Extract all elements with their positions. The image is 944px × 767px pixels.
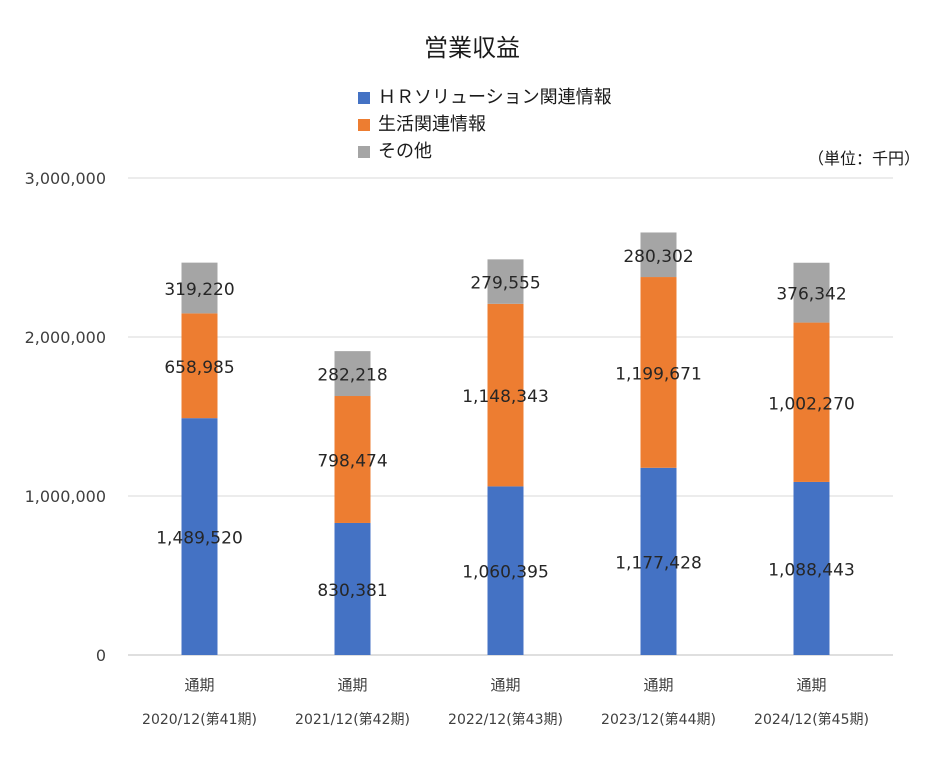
bar-segment [487,259,524,304]
bar-segment [334,396,371,523]
legend-swatch-hr [358,91,370,104]
bar-segment [181,313,218,419]
legend-item-hr: ＨＲソリューション関連情報 [358,84,612,111]
data-label: 319,220 [164,280,234,300]
data-label: 1,088,443 [768,560,855,580]
legend-label-other: その他 [378,141,432,162]
x-tick-label-period: 通期 [643,676,673,694]
bar-segment [181,418,218,655]
y-tick-label: 3,000,000 [25,169,106,188]
data-label: 1,148,343 [462,387,549,407]
data-label: 1,002,270 [768,394,855,414]
x-tick-label-year: 2024/12(第45期) [754,711,869,728]
bar-segment [487,486,524,655]
legend-item-other: その他 [358,138,612,165]
data-label: 376,342 [776,285,846,305]
data-label: 1,199,671 [615,364,702,384]
x-tick-label-period: 通期 [490,676,520,694]
y-tick-label: 0 [96,646,106,665]
x-tick-label-period: 通期 [337,676,367,694]
bar-segment [181,262,218,314]
legend-item-life: 生活関連情報 [358,111,612,138]
x-tick-label-period: 通期 [796,676,826,694]
bar-segment [640,277,677,468]
data-label: 280,302 [623,247,693,267]
bar-segment [334,351,371,397]
legend-label-life: 生活関連情報 [378,114,486,135]
bar-segment [793,322,830,482]
data-label: 1,489,520 [156,529,243,549]
bar-segment [487,303,524,487]
bar-segment [640,467,677,655]
legend-swatch-life [358,118,370,131]
y-tick-label: 2,000,000 [25,328,106,347]
bar-segment [793,262,830,323]
data-label: 830,381 [317,581,387,601]
x-tick-label-period: 通期 [184,676,214,694]
legend-swatch-other [358,145,370,158]
data-label: 798,474 [317,451,387,471]
data-label: 658,985 [164,358,234,378]
legend: ＨＲソリューション関連情報 生活関連情報 その他 [358,84,612,165]
data-label: 1,177,428 [615,553,702,573]
unit-note: （単位：千円） [807,149,920,168]
data-label: 282,218 [317,366,387,386]
y-tick-label: 1,000,000 [25,487,106,506]
x-tick-label-year: 2021/12(第42期) [295,711,410,728]
bar-segment [793,481,830,655]
legend-label-hr: ＨＲソリューション関連情報 [378,87,612,108]
bar-segment [334,522,371,655]
x-tick-label-year: 2022/12(第43期) [448,711,563,728]
x-tick-label-year: 2020/12(第41期) [142,711,257,728]
bar-segment [640,232,677,278]
chart-title: 営業収益 [424,34,520,62]
data-label: 1,060,395 [462,563,549,583]
data-label: 279,555 [470,274,540,294]
x-tick-label-year: 2023/12(第44期) [601,711,716,728]
